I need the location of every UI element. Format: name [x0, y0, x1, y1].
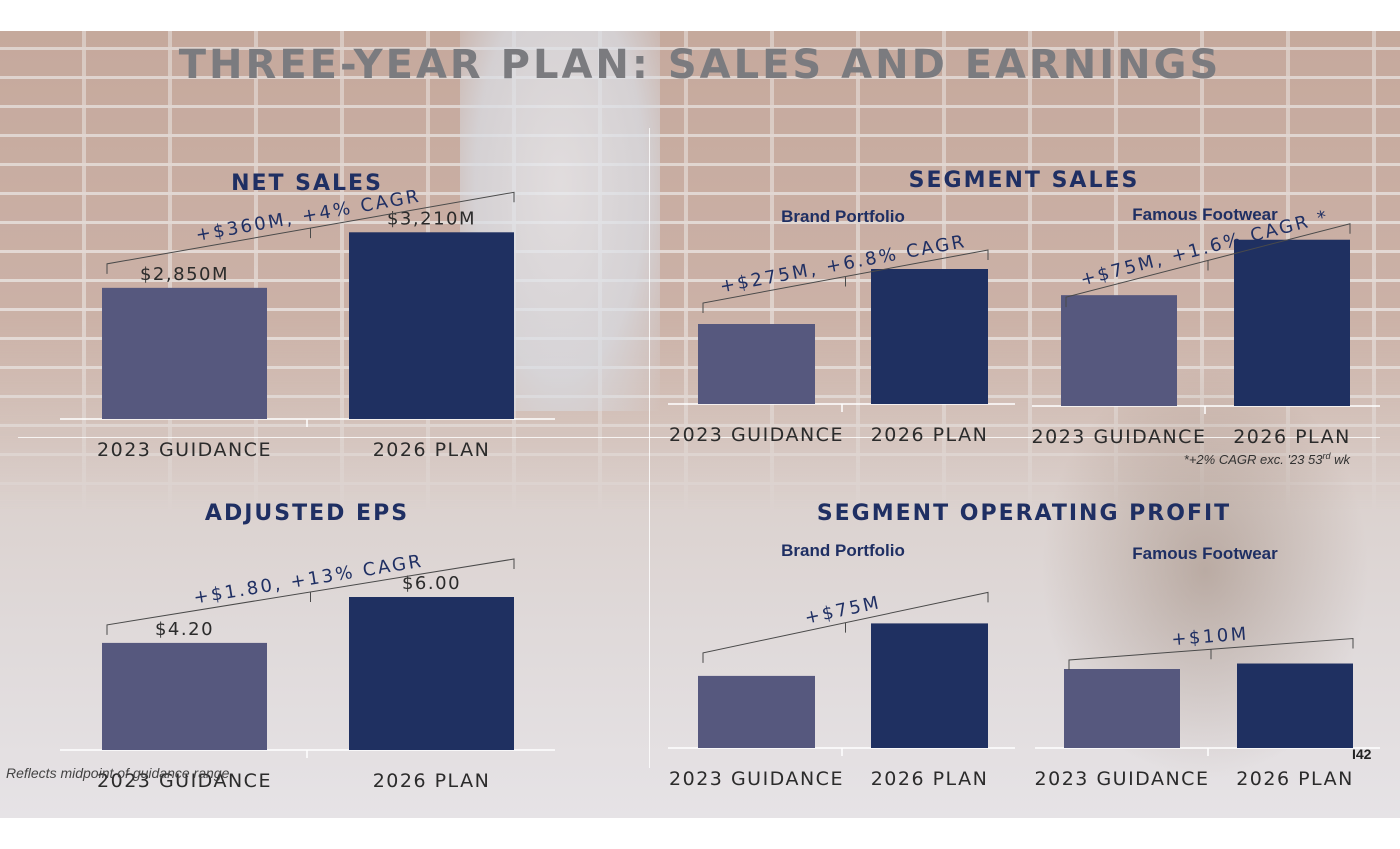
- net-sales-title: NET SALES: [231, 171, 383, 196]
- footnote: Reflects midpoint of guidance range: [6, 765, 230, 781]
- segment-sales-brand-portfolio-category-label-1: 2026 PLAN: [871, 424, 989, 446]
- segment-op-profit-famous-footwear-category-label-0: 2023 GUIDANCE: [1035, 768, 1210, 790]
- horizontal-divider: [18, 437, 1380, 438]
- vertical-divider: [649, 128, 650, 768]
- segment-sales-famous-footwear-category-label-0: 2023 GUIDANCE: [1032, 426, 1207, 448]
- segment-sales-famous-footwear-subtitle: Famous Footwear: [1132, 205, 1278, 224]
- segment-sales-famous-footwear-category-label-1: 2026 PLAN: [1233, 426, 1351, 448]
- net-sales-category-label-0: 2023 GUIDANCE: [97, 439, 272, 461]
- adjusted-eps-value-label-1: $6.00: [402, 573, 461, 594]
- adjusted-eps-category-label-0: 2023 GUIDANCE: [97, 770, 272, 792]
- segment-op-profit-famous-footwear-growth-label: +$10M: [1171, 623, 1250, 650]
- segment-op-profit-brand-portfolio-subtitle: Brand Portfolio: [781, 541, 905, 560]
- segment-op-profit-famous-footwear-bracket: [1068, 637, 1354, 671]
- segment-op-profit-famous-footwear-inner-label-1-0: 8% of sales: [1248, 0, 1341, 4]
- page-title: THREE-YEAR PLAN: SALES AND EARNINGS: [178, 42, 1222, 88]
- segment-op-profit-famous-footwear-bar-guidance: [1064, 669, 1180, 748]
- segment-sales-title: SEGMENT SALES: [909, 168, 1140, 193]
- net-sales-value-label-0: $2,850M: [140, 264, 229, 285]
- adjusted-eps-category-label-1: 2026 PLAN: [373, 770, 491, 792]
- segment-sales-famous-footwear-bar-plan: [1234, 239, 1350, 406]
- segment-op-profit-brand-portfolio-category-label-0: 2023 GUIDANCE: [669, 768, 844, 790]
- segment-sales-famous-footwear-bar-guidance: [1061, 295, 1177, 406]
- segment-op-profit-famous-footwear-subtitle: Famous Footwear: [1132, 544, 1278, 563]
- adjusted-eps-bracket: [106, 558, 515, 635]
- segment-op-profit-famous-footwear-bar-plan: [1237, 663, 1353, 748]
- net-sales-bar-plan: [349, 232, 514, 419]
- segment-sales-famous-footwear-bracket: [1065, 223, 1351, 308]
- segment-sales-brand-portfolio-subtitle: Brand Portfolio: [781, 207, 905, 226]
- adjusted-eps-bar-plan: [349, 597, 514, 750]
- net-sales-value-label-1: $3,210M: [387, 208, 476, 229]
- segment-op-profit-brand-portfolio-bar-plan: [871, 623, 988, 748]
- segment-op-profit-brand-portfolio-inner-label-1-1: sales: [908, 0, 950, 4]
- segment-op-profit-brand-portfolio-inner-label-1-0: 14% of: [901, 0, 958, 4]
- adjusted-eps-title: ADJUSTED EPS: [205, 501, 409, 526]
- segment-sales-brand-portfolio-category-label-0: 2023 GUIDANCE: [669, 424, 844, 446]
- segment-sales-brand-portfolio-bar-guidance: [698, 324, 815, 404]
- page-number: I42: [1352, 746, 1372, 762]
- net-sales-bar-guidance: [102, 287, 267, 419]
- segment-op-profit-brand-portfolio-bracket: [702, 591, 989, 663]
- net-sales-category-label-1: 2026 PLAN: [373, 439, 491, 461]
- segment-op-profit-brand-portfolio-bar-guidance: [698, 675, 815, 748]
- segment-sales-brand-portfolio-bracket: [702, 249, 989, 313]
- segment-sales-brand-portfolio-bar-plan: [871, 269, 988, 404]
- segment-sales-footnote: *+2% CAGR exc. '23 53rd wk: [1184, 451, 1352, 467]
- adjusted-eps-value-label-0: $4.20: [155, 619, 214, 640]
- segment-operating-profit-title: SEGMENT OPERATING PROFIT: [817, 501, 1231, 526]
- segment-op-profit-brand-portfolio-category-label-1: 2026 PLAN: [871, 768, 989, 790]
- net-sales-bracket: [106, 191, 515, 274]
- adjusted-eps-bar-guidance: [102, 642, 267, 750]
- segment-op-profit-famous-footwear-category-label-1: 2026 PLAN: [1236, 768, 1354, 790]
